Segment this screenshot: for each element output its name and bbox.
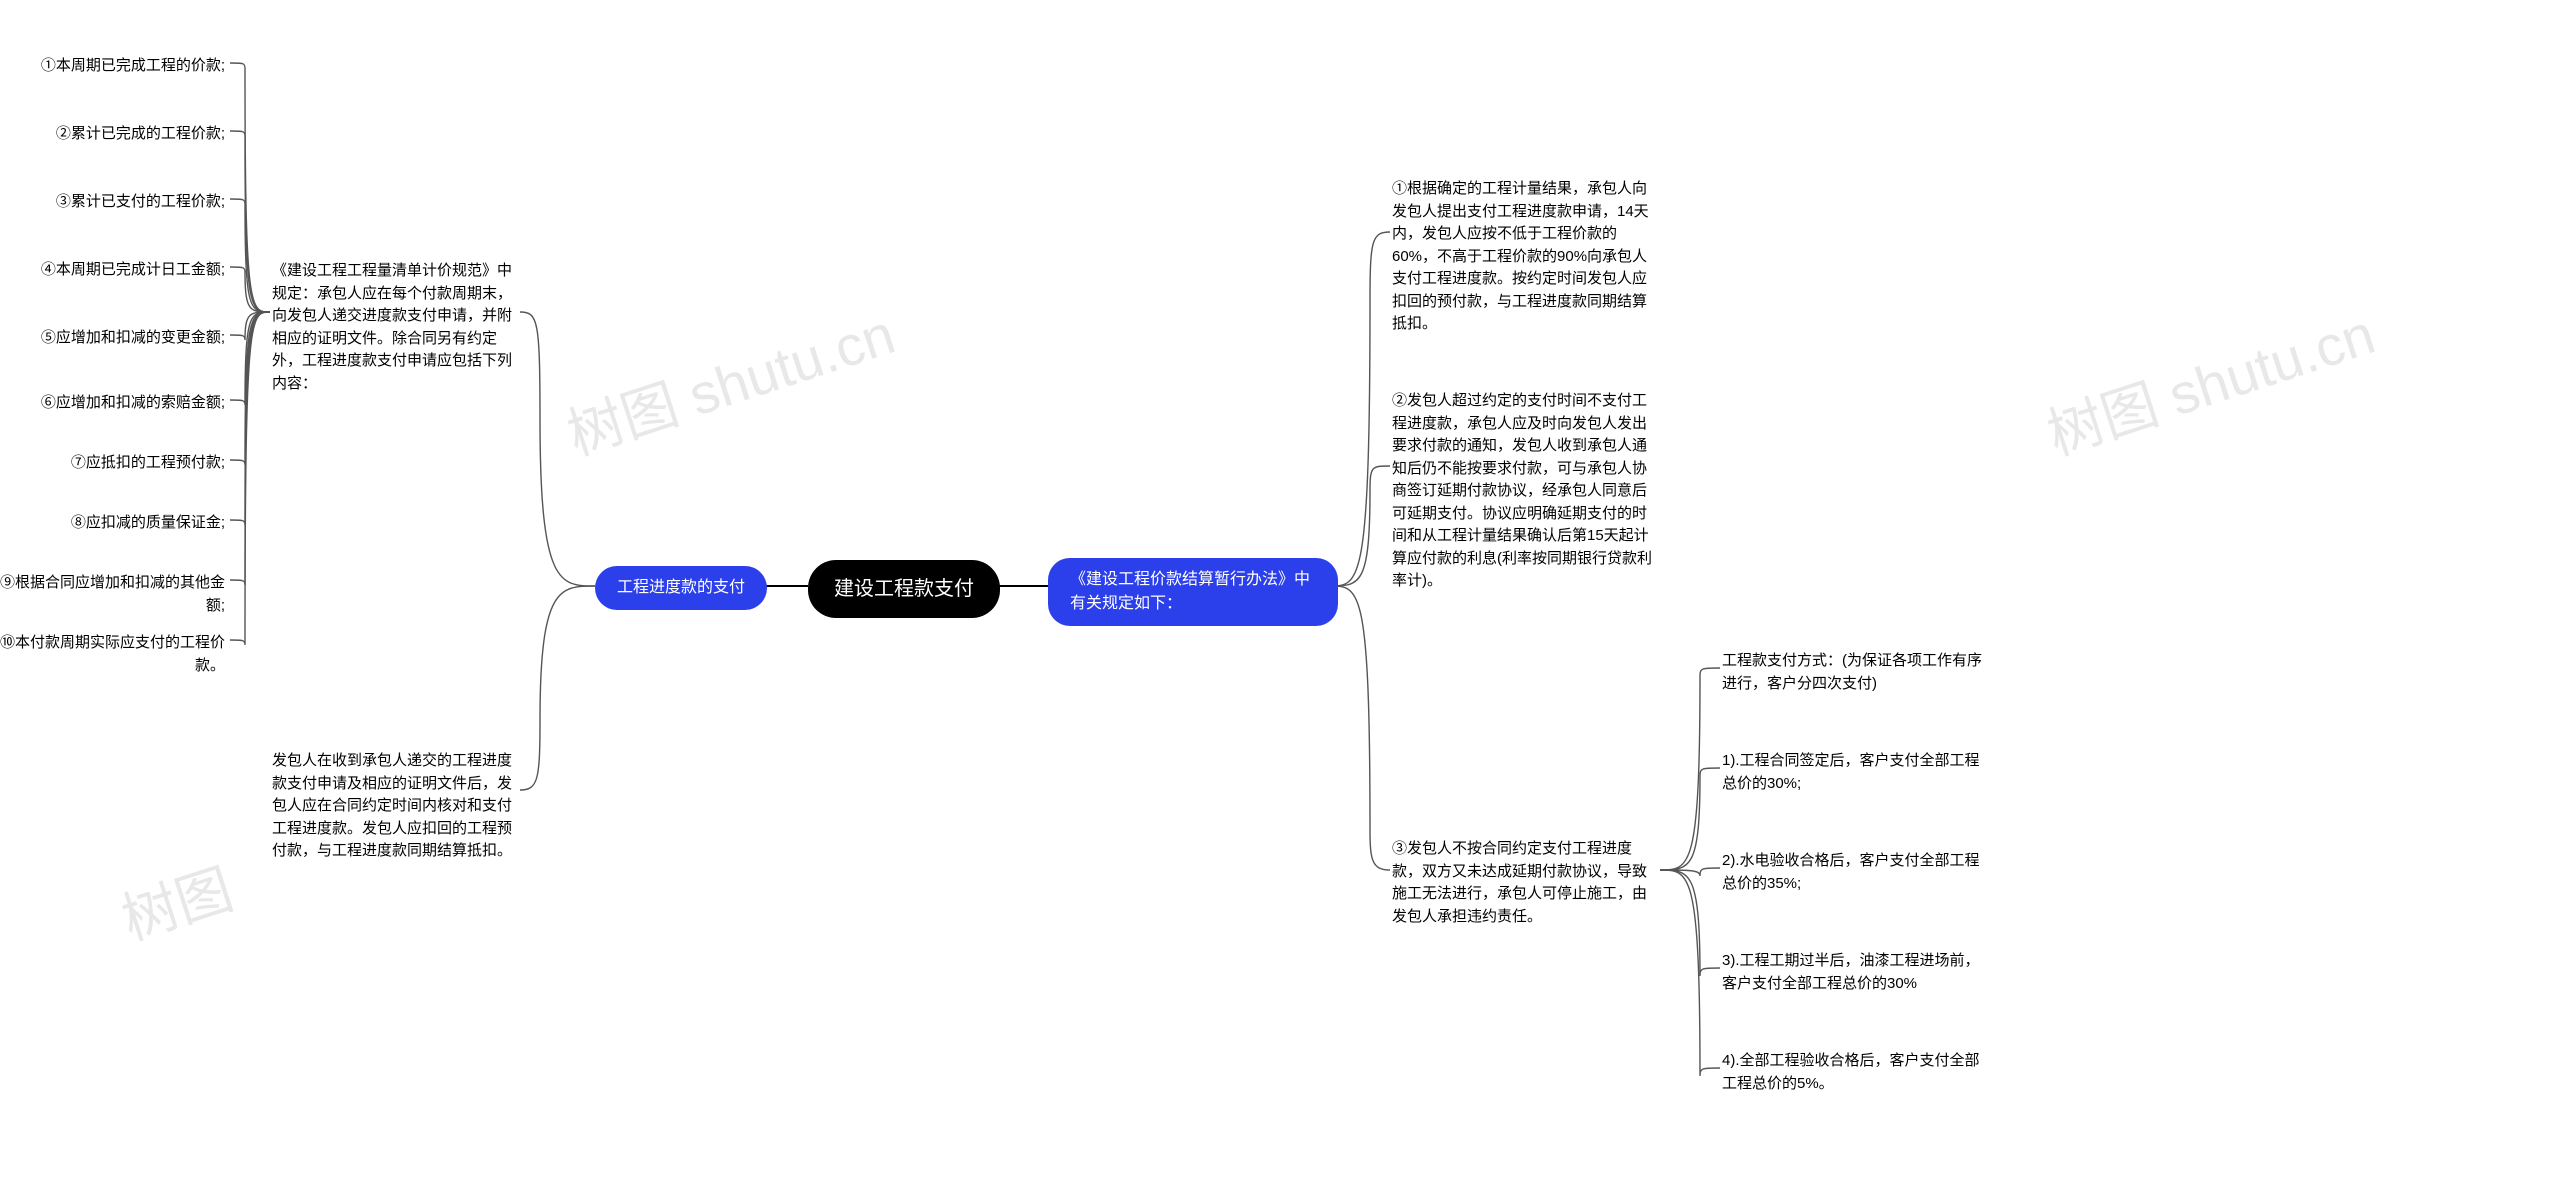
right-sub-3: 3).工程工期过半后，油漆工程进场前，客户支付全部工程总价的30% xyxy=(1722,950,1982,995)
left-leaf-1: ①本周期已完成工程的价款; xyxy=(41,55,225,78)
left-leaf-2: ②累计已完成的工程价款; xyxy=(56,123,225,146)
right-child-1: ①根据确定的工程计量结果，承包人向发包人提出支付工程进度款申请，14天内，发包人… xyxy=(1392,178,1652,336)
right-child-3: ③发包人不按合同约定支付工程进度款，双方又未达成延期付款协议，导致施工无法进行，… xyxy=(1392,838,1652,928)
right-sub-1: 1).工程合同签定后，客户支付全部工程总价的30%; xyxy=(1722,750,1982,795)
right-sub-4: 4).全部工程验收合格后，客户支付全部工程总价的5%。 xyxy=(1722,1050,1982,1095)
left-leaf-4: ④本周期已完成计日工金额; xyxy=(41,259,225,282)
watermark: 树图 xyxy=(110,845,242,957)
right-sub-2: 2).水电验收合格后，客户支付全部工程总价的35%; xyxy=(1722,850,1982,895)
left-leaf-6: ⑥应增加和扣减的索赔金额; xyxy=(41,392,225,415)
right-branch: 《建设工程价款结算暂行办法》中有关规定如下： xyxy=(1048,558,1338,626)
watermark: 树图 shutu.cn xyxy=(2036,290,2384,472)
left-leaf-10: ⑩本付款周期实际应支付的工程价款。 xyxy=(0,632,225,677)
watermark: 树图 shutu.cn xyxy=(556,290,904,472)
left-leaf-5: ⑤应增加和扣减的变更金额; xyxy=(41,327,225,350)
left-leaf-3: ③累计已支付的工程价款; xyxy=(56,191,225,214)
left-child-spec: 《建设工程工程量清单计价规范》中规定：承包人应在每个付款周期末，向发包人递交进度… xyxy=(272,260,522,395)
left-leaf-8: ⑧应扣减的质量保证金; xyxy=(71,512,225,535)
root-node: 建设工程款支付 xyxy=(808,560,1000,618)
left-branch: 工程进度款的支付 xyxy=(595,566,767,610)
left-child-payer: 发包人在收到承包人递交的工程进度款支付申请及相应的证明文件后，发包人应在合同约定… xyxy=(272,750,522,863)
right-sub-0: 工程款支付方式：(为保证各项工作有序进行，客户分四次支付) xyxy=(1722,650,1982,695)
left-leaf-9: ⑨根据合同应增加和扣减的其他金额; xyxy=(0,572,225,617)
right-child-2: ②发包人超过约定的支付时间不支付工程进度款，承包人应及时向发包人发出要求付款的通… xyxy=(1392,390,1652,593)
left-leaf-7: ⑦应抵扣的工程预付款; xyxy=(71,452,225,475)
